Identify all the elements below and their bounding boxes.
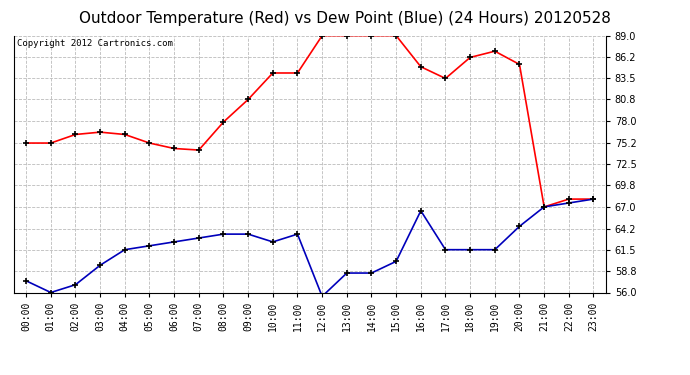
Text: Outdoor Temperature (Red) vs Dew Point (Blue) (24 Hours) 20120528: Outdoor Temperature (Red) vs Dew Point (… — [79, 11, 611, 26]
Text: Copyright 2012 Cartronics.com: Copyright 2012 Cartronics.com — [17, 39, 172, 48]
